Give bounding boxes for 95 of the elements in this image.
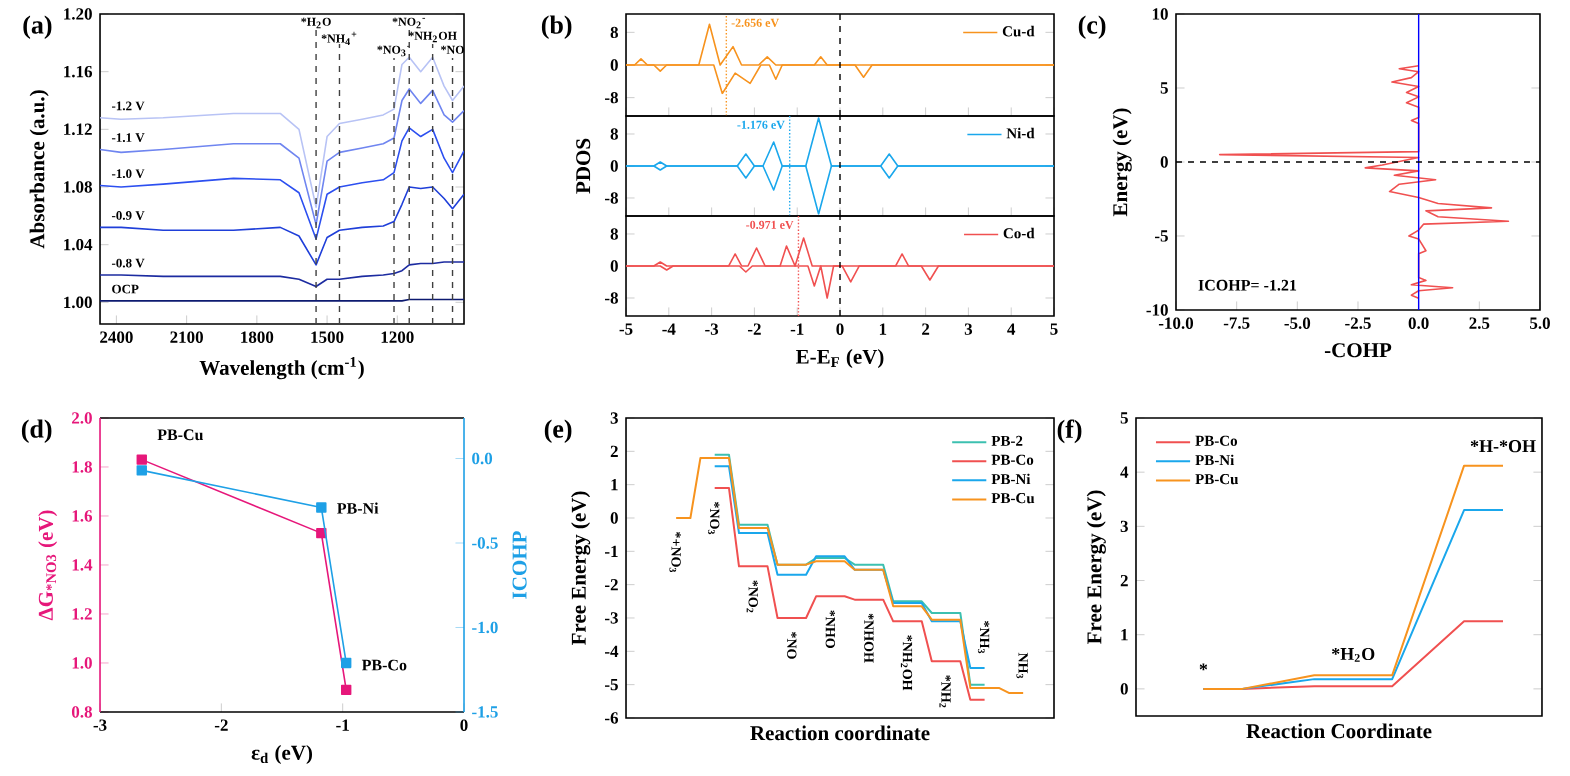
- y-tick-label: -5: [1155, 230, 1168, 242]
- x-tick-label: 0: [836, 323, 844, 335]
- chart-title: (e): [544, 419, 572, 444]
- x-tick-label: 2: [922, 323, 930, 335]
- y-tick-label: -10: [1146, 304, 1168, 316]
- y-tick-label: 2: [1120, 574, 1128, 587]
- x-tick-label: 5: [1050, 323, 1058, 335]
- annotation: PB-Ni: [337, 502, 379, 514]
- y2-tick-label: -1.0: [472, 621, 498, 634]
- x-axis-title: E-E$_{F}$ (eV): [796, 349, 884, 369]
- chart-title: (d): [21, 419, 52, 444]
- y-tick-label: 0: [610, 512, 618, 524]
- y2-axis-title: ICOHP: [512, 531, 527, 599]
- y-tick-label: 1.8: [72, 461, 92, 473]
- x-tick-label: 1: [879, 323, 887, 335]
- y-tick-label: -8: [605, 292, 618, 304]
- annotation: ICOHP= -1.21: [1198, 279, 1297, 291]
- y-axis-title: Energy (eV): [1112, 108, 1132, 217]
- x-tick-label: 0: [460, 719, 468, 731]
- y-tick-label: 2.0: [72, 412, 92, 424]
- x-tick-label: -3: [93, 719, 107, 731]
- chart-title: (b): [541, 15, 572, 40]
- annotation: *: [1199, 663, 1208, 671]
- y-tick-label: 1.2: [72, 608, 92, 620]
- y2-tick-label: 0.0: [472, 452, 493, 465]
- x-tick-label: 2100: [170, 331, 203, 343]
- y-tick-label: -8: [605, 91, 618, 104]
- x-tick-label: -1: [790, 323, 804, 335]
- x-tick-label: 2.5: [1469, 317, 1490, 329]
- x-tick-label: -7.5: [1223, 317, 1250, 329]
- x-tick-label: 5.0: [1530, 317, 1550, 329]
- y-tick-label: 1.16: [64, 65, 93, 78]
- annotation: *H$_{2}$O: [1331, 647, 1375, 662]
- x-tick-label: -5.0: [1284, 317, 1311, 329]
- y-tick-label: 5: [1120, 412, 1128, 424]
- annotation: PB-Co: [361, 659, 407, 671]
- y-tick-label: 0.8: [71, 706, 92, 718]
- x-tick-label: -2: [214, 719, 228, 731]
- y-tick-label: -2: [605, 579, 618, 591]
- chart-title: (c): [1078, 15, 1106, 40]
- x-tick-label: -10.0: [1158, 317, 1194, 329]
- y-tick-label: 0: [1160, 156, 1168, 168]
- x-tick-label: 2400: [100, 331, 133, 343]
- y-tick-label: 1: [611, 479, 618, 491]
- x-tick-label: 1500: [311, 331, 344, 343]
- x-tick-label: 4: [1007, 323, 1016, 335]
- x-tick-label: -1: [336, 719, 349, 731]
- y-tick-label: 1.12: [64, 123, 92, 136]
- y-tick-label: 0: [610, 160, 618, 172]
- y-tick-label: -1: [605, 545, 618, 557]
- annotation: PB-Cu: [157, 429, 204, 441]
- chart-title: (f): [1057, 419, 1082, 444]
- x-tick-label: 1200: [381, 331, 414, 343]
- y-tick-label: 1.00: [64, 296, 92, 309]
- x-tick-label: -2.5: [1345, 317, 1371, 329]
- y-tick-label: -8: [605, 192, 618, 204]
- y2-tick-label: -0.5: [472, 537, 498, 549]
- y-axis-title: ΔG$_{*NO3}$ (eV): [38, 510, 58, 621]
- y-axis-title: Free Energy (eV): [1086, 490, 1106, 644]
- x-tick-label: 3: [964, 323, 973, 335]
- y-axis-title: Free Energy (eV): [571, 491, 591, 645]
- x-tick-label: -2: [747, 323, 761, 335]
- y-tick-label: 8: [610, 26, 618, 39]
- x-axis-title: ε$_{d}$ (eV): [251, 745, 313, 765]
- y-tick-label: -6: [605, 712, 619, 724]
- y-axis-title: Absorbance (a.u.): [29, 90, 49, 249]
- annotation: *H-*OH: [1470, 440, 1536, 453]
- y-tick-label: 1.20: [64, 8, 92, 20]
- y-tick-label: 1.0: [72, 657, 92, 669]
- y-tick-label: 8: [610, 128, 618, 140]
- y-tick-label: 5: [1160, 82, 1168, 94]
- y-tick-label: 0: [610, 59, 618, 71]
- x-axis-title: Wavelength (cm$^{-1}$): [199, 357, 364, 380]
- y-tick-label: 1.04: [64, 238, 93, 251]
- y-axis-title: PDOS: [576, 138, 591, 194]
- y-tick-label: 4: [1120, 466, 1129, 478]
- y-tick-label: 0: [610, 260, 618, 272]
- x-axis-title: Reaction Coordinate: [1246, 723, 1432, 739]
- x-axis-title: Reaction coordinate: [750, 725, 930, 741]
- x-tick-label: -3: [705, 323, 719, 335]
- x-axis-title: -COHP: [1324, 343, 1392, 358]
- chart-title: (a): [23, 15, 52, 40]
- y-tick-label: 3: [1120, 520, 1128, 533]
- x-tick-label: 1800: [241, 331, 274, 343]
- x-tick-label: 0.0: [1408, 317, 1429, 329]
- y-tick-label: 8: [610, 228, 618, 240]
- x-tick-label: -5: [619, 323, 633, 335]
- x-tick-label: -4: [662, 323, 676, 335]
- y-tick-label: 1.08: [64, 181, 92, 193]
- y2-tick-label: -1.5: [472, 706, 498, 718]
- y-tick-label: 3: [610, 412, 618, 424]
- y-tick-label: 2: [610, 445, 618, 457]
- y-tick-label: 1.4: [72, 559, 93, 571]
- y-tick-label: 10: [1152, 8, 1168, 20]
- y-tick-label: 1.6: [72, 510, 93, 522]
